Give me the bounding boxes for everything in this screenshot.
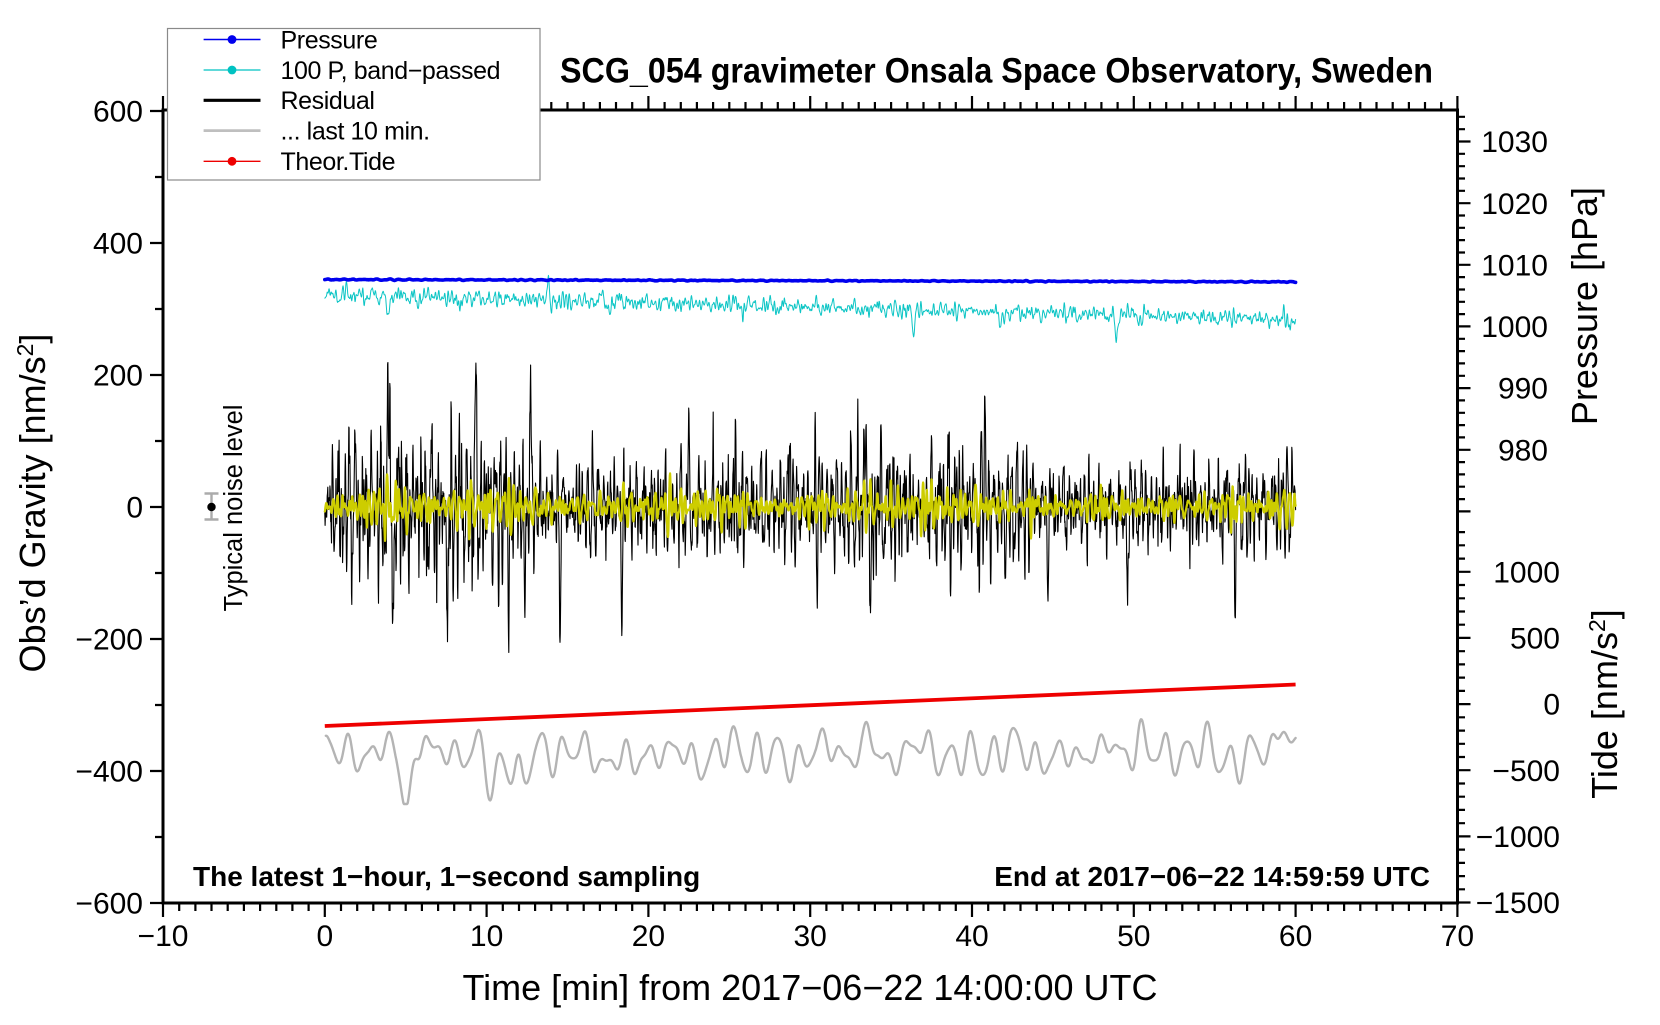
svg-text:End at 2017−06−22 14:59:59 UTC: End at 2017−06−22 14:59:59 UTC [994,861,1430,892]
svg-text:SCG_054 gravimeter Onsala Spac: SCG_054 gravimeter Onsala Space Observat… [560,52,1433,91]
svg-text:980: 980 [1498,434,1548,467]
svg-text:Pressure [hPa]: Pressure [hPa] [1564,187,1605,425]
svg-text:1030: 1030 [1481,126,1548,159]
svg-text:The latest 1−hour, 1−second sa: The latest 1−hour, 1−second sampling [193,861,700,892]
svg-text:1010: 1010 [1481,249,1548,282]
svg-text:50: 50 [1117,920,1150,953]
svg-text:−10: −10 [138,920,189,953]
svg-text:20: 20 [632,920,665,953]
svg-text:Typical noise level: Typical noise level [220,405,248,612]
svg-text:60: 60 [1279,920,1312,953]
svg-text:400: 400 [93,228,143,261]
svg-text:1000: 1000 [1493,556,1560,589]
svg-text:Obs’d Gravity [nm/s2]: Obs’d Gravity [nm/s2] [12,334,53,673]
svg-text:1020: 1020 [1481,188,1548,221]
svg-text:Time [min] from 2017−06−22 14:: Time [min] from 2017−06−22 14:00:00 UTC [462,967,1157,1008]
svg-text:Residual: Residual [281,87,375,115]
svg-text:... last 10 min.: ... last 10 min. [281,118,430,146]
svg-text:Tide [nm/s2]: Tide [nm/s2] [1584,609,1625,799]
svg-text:990: 990 [1498,373,1548,406]
svg-text:−1000: −1000 [1476,821,1560,854]
svg-text:−600: −600 [75,888,143,921]
svg-text:200: 200 [93,360,143,393]
svg-text:600: 600 [93,96,143,129]
svg-text:70: 70 [1441,920,1474,953]
svg-text:−400: −400 [75,756,143,789]
svg-text:0: 0 [126,492,143,525]
svg-text:−200: −200 [75,624,143,657]
svg-text:30: 30 [794,920,827,953]
svg-text:Pressure: Pressure [281,26,378,54]
svg-text:100 P, band−passed: 100 P, band−passed [281,57,501,85]
svg-text:500: 500 [1510,623,1560,656]
svg-text:Theor.Tide: Theor.Tide [281,148,396,176]
svg-text:40: 40 [955,920,988,953]
svg-text:10: 10 [470,920,503,953]
svg-text:1000: 1000 [1481,311,1548,344]
svg-text:−1500: −1500 [1476,887,1560,920]
svg-text:0: 0 [1543,689,1560,722]
svg-text:0: 0 [316,920,333,953]
svg-text:−500: −500 [1492,755,1560,788]
